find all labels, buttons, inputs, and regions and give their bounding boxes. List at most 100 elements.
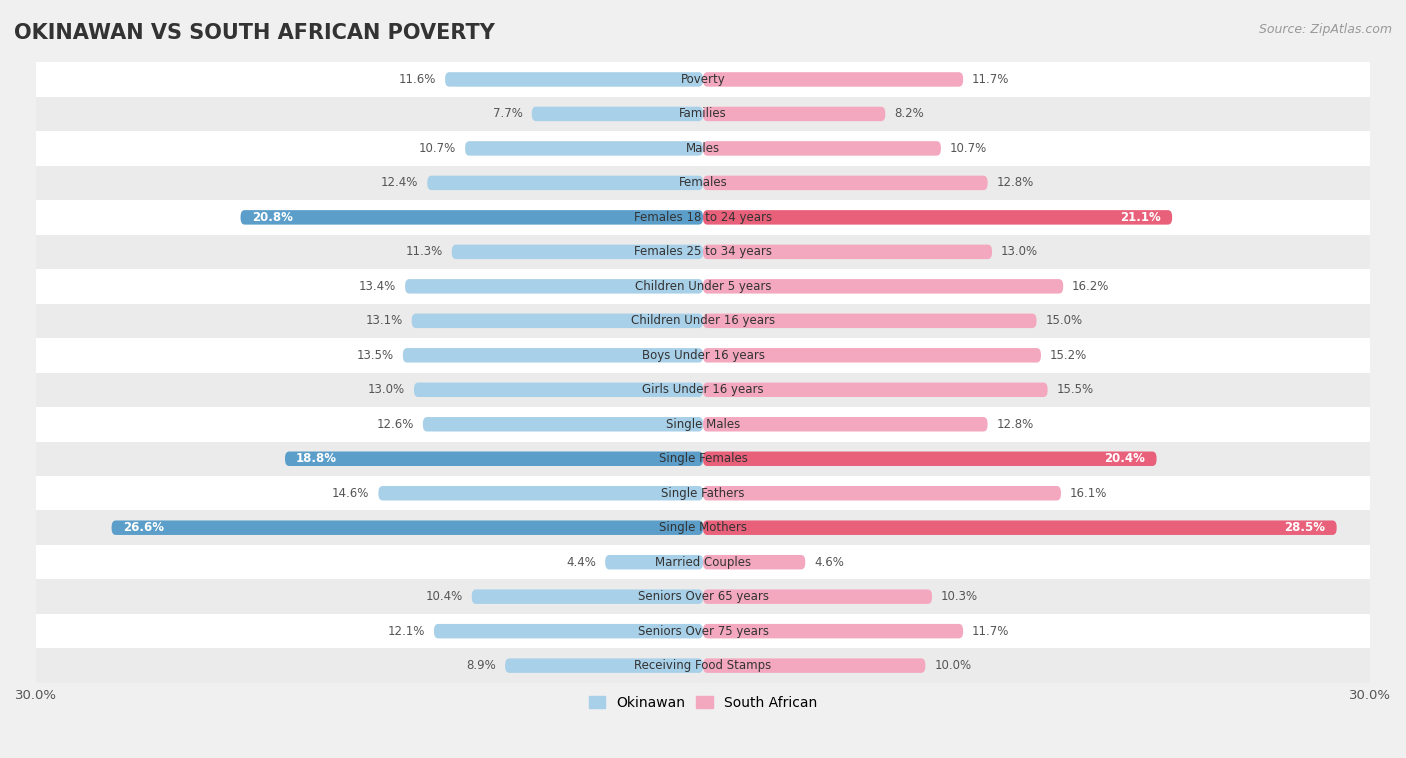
FancyBboxPatch shape	[703, 624, 963, 638]
FancyBboxPatch shape	[446, 72, 703, 86]
Text: 12.1%: 12.1%	[388, 625, 425, 637]
Bar	[37, 97, 1369, 131]
Text: 14.6%: 14.6%	[332, 487, 370, 500]
Text: Single Fathers: Single Fathers	[661, 487, 745, 500]
FancyBboxPatch shape	[703, 659, 925, 673]
FancyBboxPatch shape	[285, 452, 703, 466]
Text: 13.0%: 13.0%	[368, 384, 405, 396]
Text: Females: Females	[679, 177, 727, 190]
Bar	[37, 648, 1369, 683]
FancyBboxPatch shape	[412, 314, 703, 328]
FancyBboxPatch shape	[451, 245, 703, 259]
Text: 13.4%: 13.4%	[359, 280, 396, 293]
Text: 13.5%: 13.5%	[357, 349, 394, 362]
Text: 8.9%: 8.9%	[467, 659, 496, 672]
FancyBboxPatch shape	[703, 590, 932, 604]
Text: 10.7%: 10.7%	[950, 142, 987, 155]
Bar	[37, 303, 1369, 338]
Text: 10.7%: 10.7%	[419, 142, 456, 155]
Legend: Okinawan, South African: Okinawan, South African	[583, 690, 823, 715]
Text: 13.1%: 13.1%	[366, 315, 404, 327]
FancyBboxPatch shape	[703, 486, 1062, 500]
FancyBboxPatch shape	[703, 521, 1337, 535]
Text: 11.7%: 11.7%	[972, 625, 1010, 637]
Text: Seniors Over 65 years: Seniors Over 65 years	[637, 590, 769, 603]
Text: 12.8%: 12.8%	[997, 418, 1033, 431]
Text: Poverty: Poverty	[681, 73, 725, 86]
FancyBboxPatch shape	[703, 210, 1173, 224]
FancyBboxPatch shape	[427, 176, 703, 190]
Text: Receiving Food Stamps: Receiving Food Stamps	[634, 659, 772, 672]
FancyBboxPatch shape	[605, 555, 703, 569]
FancyBboxPatch shape	[465, 141, 703, 155]
FancyBboxPatch shape	[240, 210, 703, 224]
FancyBboxPatch shape	[703, 417, 987, 431]
FancyBboxPatch shape	[111, 521, 703, 535]
FancyBboxPatch shape	[531, 107, 703, 121]
FancyBboxPatch shape	[472, 590, 703, 604]
FancyBboxPatch shape	[404, 348, 703, 362]
Text: Children Under 16 years: Children Under 16 years	[631, 315, 775, 327]
Bar	[37, 441, 1369, 476]
FancyBboxPatch shape	[703, 245, 993, 259]
Text: 11.6%: 11.6%	[399, 73, 436, 86]
Text: 11.3%: 11.3%	[405, 246, 443, 258]
Text: 12.6%: 12.6%	[377, 418, 413, 431]
FancyBboxPatch shape	[405, 279, 703, 293]
FancyBboxPatch shape	[434, 624, 703, 638]
Text: Girls Under 16 years: Girls Under 16 years	[643, 384, 763, 396]
FancyBboxPatch shape	[378, 486, 703, 500]
Text: Married Couples: Married Couples	[655, 556, 751, 568]
FancyBboxPatch shape	[703, 452, 1157, 466]
Text: 20.4%: 20.4%	[1105, 453, 1146, 465]
Text: 12.8%: 12.8%	[997, 177, 1033, 190]
Text: OKINAWAN VS SOUTH AFRICAN POVERTY: OKINAWAN VS SOUTH AFRICAN POVERTY	[14, 23, 495, 42]
Bar	[37, 407, 1369, 441]
FancyBboxPatch shape	[703, 348, 1040, 362]
FancyBboxPatch shape	[703, 141, 941, 155]
Bar	[37, 62, 1369, 97]
Text: Boys Under 16 years: Boys Under 16 years	[641, 349, 765, 362]
Text: 13.0%: 13.0%	[1001, 246, 1038, 258]
Text: 16.1%: 16.1%	[1070, 487, 1108, 500]
Bar	[37, 476, 1369, 510]
Bar	[37, 579, 1369, 614]
Text: Single Females: Single Females	[658, 453, 748, 465]
Bar	[37, 269, 1369, 303]
Text: Seniors Over 75 years: Seniors Over 75 years	[637, 625, 769, 637]
Bar	[37, 614, 1369, 648]
Text: Single Males: Single Males	[666, 418, 740, 431]
FancyBboxPatch shape	[413, 383, 703, 397]
FancyBboxPatch shape	[703, 555, 806, 569]
Text: Single Mothers: Single Mothers	[659, 522, 747, 534]
Bar	[37, 200, 1369, 235]
Text: 12.4%: 12.4%	[381, 177, 419, 190]
Text: Source: ZipAtlas.com: Source: ZipAtlas.com	[1258, 23, 1392, 36]
Text: 8.2%: 8.2%	[894, 108, 924, 121]
Text: Females 18 to 24 years: Females 18 to 24 years	[634, 211, 772, 224]
Text: 7.7%: 7.7%	[494, 108, 523, 121]
FancyBboxPatch shape	[703, 72, 963, 86]
Text: Children Under 5 years: Children Under 5 years	[634, 280, 772, 293]
Bar	[37, 510, 1369, 545]
FancyBboxPatch shape	[703, 176, 987, 190]
Text: Families: Families	[679, 108, 727, 121]
Text: 11.7%: 11.7%	[972, 73, 1010, 86]
Text: 15.0%: 15.0%	[1046, 315, 1083, 327]
Bar	[37, 131, 1369, 166]
FancyBboxPatch shape	[505, 659, 703, 673]
Text: 21.1%: 21.1%	[1121, 211, 1161, 224]
Text: 16.2%: 16.2%	[1071, 280, 1109, 293]
FancyBboxPatch shape	[703, 107, 886, 121]
Text: 15.2%: 15.2%	[1050, 349, 1087, 362]
Text: 15.5%: 15.5%	[1056, 384, 1094, 396]
Text: Females 25 to 34 years: Females 25 to 34 years	[634, 246, 772, 258]
Text: 10.4%: 10.4%	[426, 590, 463, 603]
Text: 26.6%: 26.6%	[122, 522, 163, 534]
Text: 10.3%: 10.3%	[941, 590, 979, 603]
Bar	[37, 338, 1369, 372]
Text: 4.6%: 4.6%	[814, 556, 844, 568]
Text: 10.0%: 10.0%	[934, 659, 972, 672]
Bar	[37, 166, 1369, 200]
FancyBboxPatch shape	[703, 314, 1036, 328]
